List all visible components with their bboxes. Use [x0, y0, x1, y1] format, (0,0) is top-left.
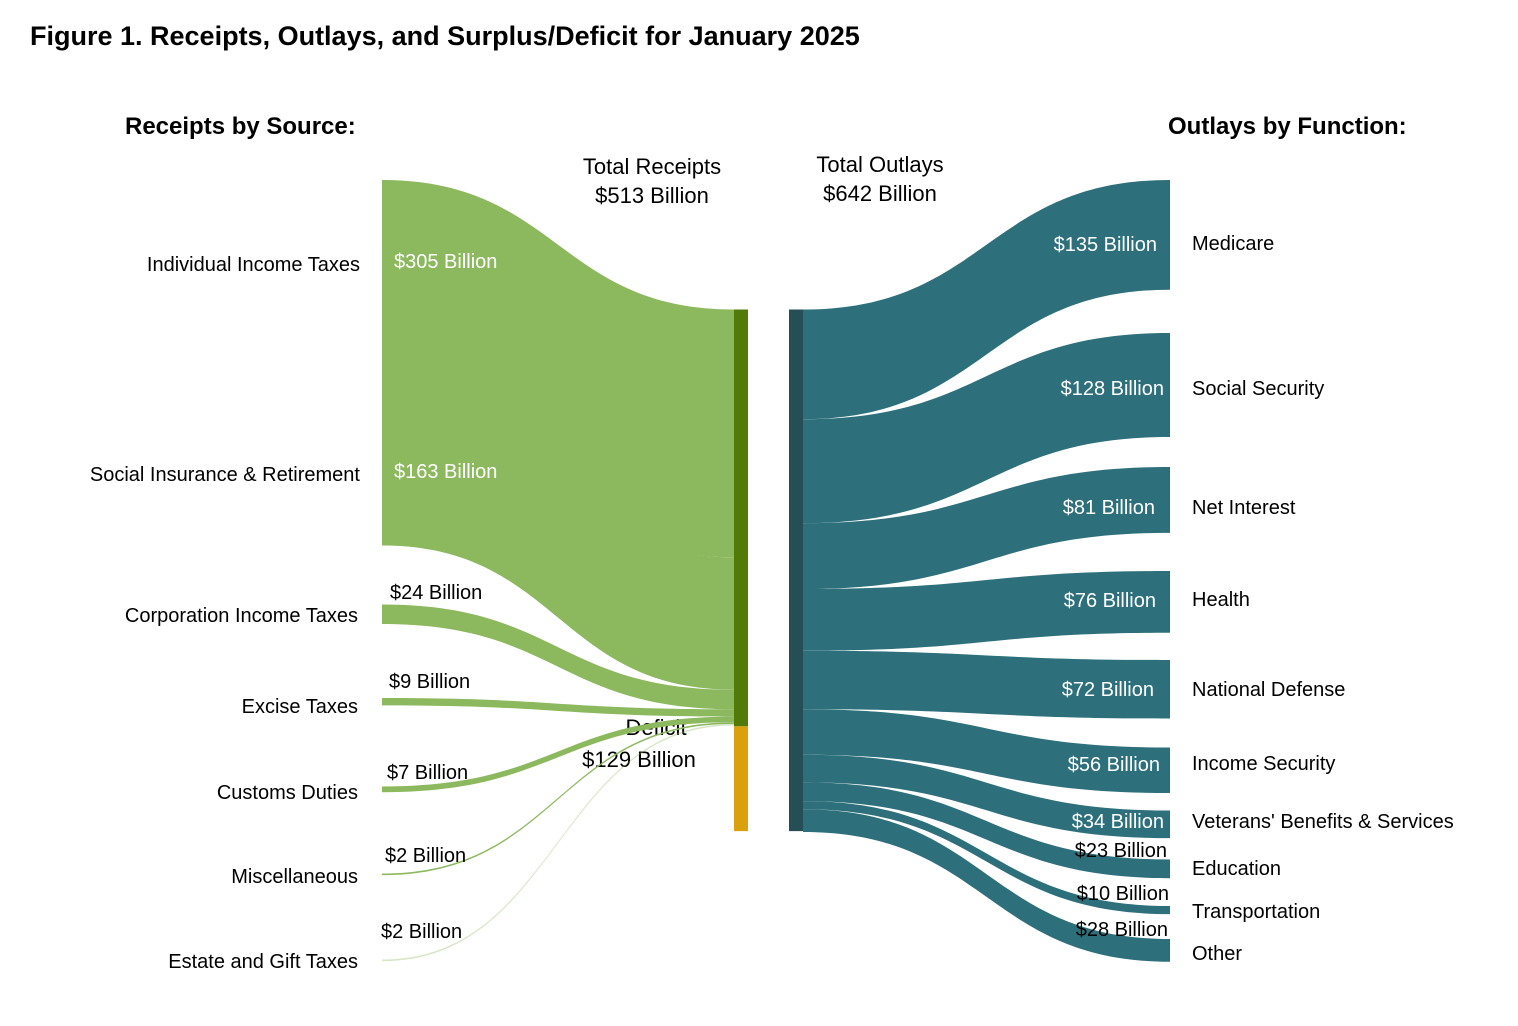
receipt-flow-excise-taxes [382, 698, 734, 717]
receipt-name-individual-income-taxes: Individual Income Taxes [147, 254, 360, 276]
receipt-name-estate-and-gift-taxes: Estate and Gift Taxes [168, 951, 358, 973]
page-title: Figure 1. Receipts, Outlays, and Surplus… [30, 21, 860, 51]
receipt-value-excise-taxes: $9 Billion [389, 671, 470, 693]
total-receipts-node [734, 309, 748, 727]
outlay-flow-social-security [803, 333, 1170, 524]
receipt-value-customs-duties: $7 Billion [387, 762, 468, 784]
outlay-name-health: Health [1192, 589, 1250, 611]
receipt-flow-customs-duties [382, 716, 734, 793]
outlay-name-income-security: Income Security [1192, 753, 1335, 775]
outlay-value-other: $28 Billion [1076, 919, 1168, 941]
outlay-flow-transportation [803, 801, 1170, 915]
outlay-flow-health [803, 571, 1170, 651]
outlay-flow-net-interest [803, 467, 1170, 589]
receipt-name-corporation-income-taxes: Corporation Income Taxes [125, 605, 358, 627]
outlay-value-net-interest: $81 Billion [1063, 497, 1155, 519]
total-receipts-value: $513 Billion [595, 183, 709, 208]
outlay-value-income-security: $56 Billion [1068, 754, 1160, 776]
receipt-flow-miscellaneous [382, 722, 734, 876]
receipt-value-estate-and-gift-taxes: $2 Billion [381, 921, 462, 943]
outlay-value-transportation: $10 Billion [1077, 883, 1169, 905]
outlay-value-social-security: $128 Billion [1061, 378, 1164, 400]
total-receipts-label: Total Receipts [583, 154, 721, 179]
receipt-name-excise-taxes: Excise Taxes [242, 696, 358, 718]
outlay-flow-national-defense [803, 650, 1170, 719]
receipt-value-individual-income-taxes: $305 Billion [394, 251, 497, 273]
outlay-name-transportation: Transportation [1192, 901, 1320, 923]
receipt-value-social-insurance-retirement: $163 Billion [394, 461, 497, 483]
receipt-flow-corporation-income-taxes [382, 604, 734, 710]
receipt-flow-individual-income-taxes [382, 180, 734, 558]
total-outlays-label: Total Outlays [816, 152, 943, 177]
outlay-value-national-defense: $72 Billion [1062, 679, 1154, 701]
total-outlays-value: $642 Billion [823, 181, 937, 206]
outlay-flow-income-security [803, 709, 1170, 793]
receipt-value-miscellaneous: $2 Billion [385, 845, 466, 867]
outlay-flow-medicare [803, 180, 1170, 420]
outlay-flow-veterans-benefits-services [803, 754, 1170, 839]
outlay-name-net-interest: Net Interest [1192, 497, 1296, 519]
receipt-name-miscellaneous: Miscellaneous [231, 866, 358, 888]
outlay-name-medicare: Medicare [1192, 233, 1274, 255]
outlay-name-social-security: Social Security [1192, 378, 1324, 400]
outlay-name-education: Education [1192, 858, 1281, 880]
deficit-node [734, 726, 748, 832]
deficit-value: $129 Billion [582, 747, 696, 772]
outlay-name-national-defense: National Defense [1192, 679, 1345, 701]
outlay-flow-other [803, 809, 1170, 962]
outlay-value-medicare: $135 Billion [1054, 234, 1157, 256]
receipts-heading: Receipts by Source: [125, 113, 356, 140]
outlay-name-other: Other [1192, 943, 1242, 965]
outlay-name-veterans-benefits-services: Veterans' Benefits & Services [1192, 811, 1454, 833]
receipt-name-customs-duties: Customs Duties [217, 782, 358, 804]
receipt-flow-social-insurance-retirement [382, 413, 734, 690]
outlay-value-health: $76 Billion [1064, 590, 1156, 612]
outlay-value-education: $23 Billion [1075, 840, 1167, 862]
outlay-flow-education [803, 782, 1170, 879]
outlay-value-veterans-benefits-services: $34 Billion [1072, 811, 1164, 833]
receipt-flow-estate-and-gift-taxes [382, 723, 734, 962]
outlays-heading: Outlays by Function: [1168, 113, 1407, 140]
receipt-value-corporation-income-taxes: $24 Billion [390, 582, 482, 604]
total-outlays-node [789, 309, 803, 832]
receipt-name-social-insurance-retirement: Social Insurance & Retirement [90, 464, 361, 486]
